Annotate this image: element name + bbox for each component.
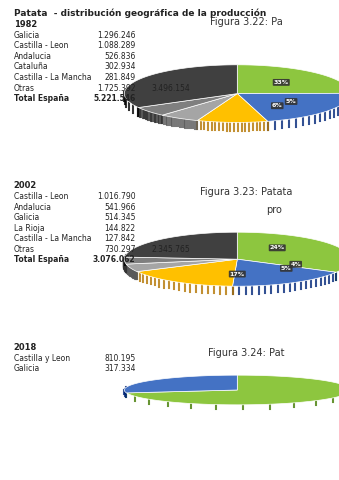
Text: 3.496.154: 3.496.154 (151, 84, 190, 93)
Text: 144.822: 144.822 (104, 224, 136, 233)
Text: Total España: Total España (14, 255, 69, 264)
Text: 127.842: 127.842 (104, 234, 136, 243)
Text: 2018: 2018 (14, 343, 37, 352)
Text: 2.345.765: 2.345.765 (151, 245, 190, 254)
Text: Otras: Otras (14, 84, 35, 93)
Text: 6%: 6% (272, 103, 283, 108)
Polygon shape (162, 94, 237, 120)
Text: Galicia: Galicia (14, 213, 40, 222)
Text: 17%: 17% (230, 272, 245, 276)
Polygon shape (137, 259, 237, 286)
Text: 810.195: 810.195 (104, 354, 136, 363)
Text: 1.016.790: 1.016.790 (97, 192, 136, 201)
Text: Figura 3.24: Pat: Figura 3.24: Pat (208, 348, 285, 358)
Polygon shape (126, 375, 339, 405)
Text: Galicia: Galicia (14, 364, 40, 373)
Text: Figura 3.23: Patata: Figura 3.23: Patata (200, 187, 293, 197)
Text: Castilla - Leon: Castilla - Leon (14, 192, 68, 201)
Text: Castilla - La Mancha: Castilla - La Mancha (14, 234, 91, 243)
Text: Andalucia: Andalucia (14, 52, 52, 61)
Text: Total España: Total España (14, 94, 69, 103)
Text: Figura 3.22: Pa: Figura 3.22: Pa (210, 17, 283, 27)
Polygon shape (124, 257, 237, 264)
Polygon shape (125, 232, 237, 259)
Polygon shape (237, 65, 339, 94)
Text: Cataluña: Cataluña (14, 62, 48, 72)
Text: Castilla y Leon: Castilla y Leon (14, 354, 70, 363)
Text: 5%: 5% (286, 99, 297, 104)
Text: Otras: Otras (14, 245, 35, 254)
Text: 3.076.062: 3.076.062 (93, 255, 136, 264)
Text: 33%: 33% (274, 80, 289, 85)
Text: pro: pro (266, 205, 282, 216)
Text: 541.966: 541.966 (104, 203, 136, 212)
Text: 730.297: 730.297 (104, 245, 136, 254)
Text: 1.088.289: 1.088.289 (97, 41, 136, 50)
Text: 5.221.546: 5.221.546 (93, 94, 136, 103)
Polygon shape (233, 259, 336, 286)
Text: 526.836: 526.836 (104, 52, 136, 61)
Text: 514.345: 514.345 (104, 213, 136, 222)
Polygon shape (237, 93, 339, 121)
Polygon shape (126, 259, 237, 272)
Polygon shape (124, 65, 237, 108)
Text: 1982: 1982 (14, 20, 37, 29)
Text: 2002: 2002 (14, 181, 37, 191)
Text: 281.849: 281.849 (104, 73, 136, 82)
Text: 302.934: 302.934 (104, 62, 136, 72)
Text: Galicia: Galicia (14, 31, 40, 40)
Text: Patata  - distribución geográfica de la producción: Patata - distribución geográfica de la p… (14, 9, 266, 18)
Text: 1.725.392: 1.725.392 (97, 84, 136, 93)
Polygon shape (197, 94, 268, 122)
Polygon shape (237, 232, 339, 272)
Text: 1.296.246: 1.296.246 (97, 31, 136, 40)
Text: 317.334: 317.334 (104, 364, 136, 373)
Text: 24%: 24% (270, 245, 285, 251)
Polygon shape (124, 375, 237, 393)
Text: Andalucia: Andalucia (14, 203, 52, 212)
Text: 4%: 4% (290, 262, 301, 267)
Text: 5%: 5% (281, 266, 292, 271)
Text: La Rioja: La Rioja (14, 224, 44, 233)
Polygon shape (138, 94, 237, 115)
Text: Castilla - La Mancha: Castilla - La Mancha (14, 73, 91, 82)
Text: Castilla - Leon: Castilla - Leon (14, 41, 68, 50)
